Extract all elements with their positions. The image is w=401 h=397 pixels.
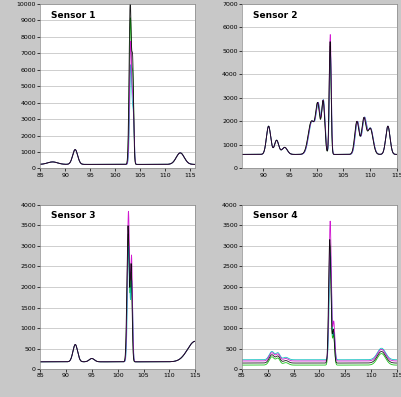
Text: Sensor 3: Sensor 3 bbox=[51, 211, 95, 220]
Text: Sensor 1: Sensor 1 bbox=[51, 11, 95, 19]
Text: Sensor 2: Sensor 2 bbox=[253, 11, 297, 19]
Text: Sensor 4: Sensor 4 bbox=[253, 211, 297, 220]
